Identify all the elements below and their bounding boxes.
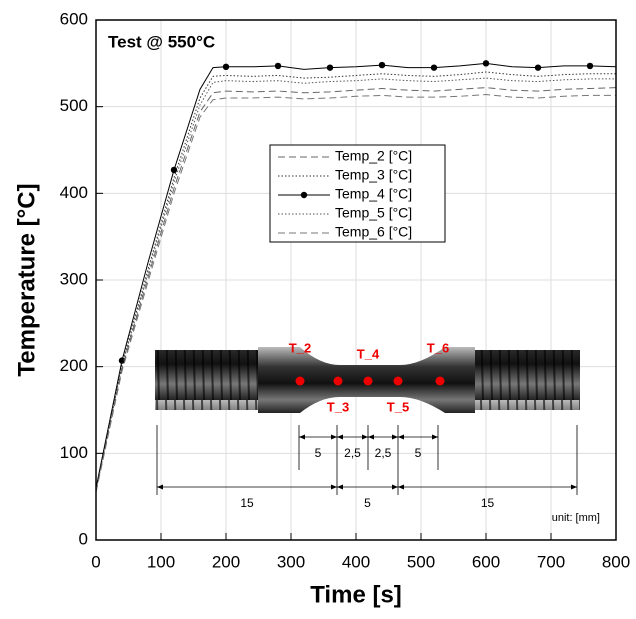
point-marker bbox=[326, 64, 334, 71]
y-tick-label: 300 bbox=[60, 269, 88, 288]
dimension-label: 5 bbox=[315, 446, 322, 460]
dimension-drawing bbox=[156, 425, 578, 495]
point-marker bbox=[274, 62, 282, 70]
x-tick-label: 500 bbox=[407, 552, 435, 571]
x-tick-label: 800 bbox=[602, 552, 630, 571]
sensor-dot bbox=[295, 376, 305, 386]
dimension-label: 5 bbox=[364, 496, 371, 510]
unit-label: unit: [mm] bbox=[552, 512, 600, 524]
y-tick-label: 500 bbox=[60, 96, 88, 115]
point-marker bbox=[118, 357, 126, 364]
point-marker bbox=[586, 62, 594, 70]
y-tick-label: 100 bbox=[60, 443, 88, 462]
legend-label: Temp_5 [°C] bbox=[335, 205, 412, 221]
y-tick-label: 600 bbox=[60, 9, 88, 28]
legend-label: Temp_3 [°C] bbox=[335, 167, 412, 183]
dimension-label: 5 bbox=[415, 446, 422, 460]
series-line bbox=[95, 77, 616, 491]
series-line bbox=[95, 62, 617, 489]
y-tick-label: 0 bbox=[79, 529, 88, 548]
y-axis-label: Temperature [°C] bbox=[13, 183, 40, 376]
x-tick-label: 100 bbox=[147, 552, 175, 571]
point-marker bbox=[534, 64, 542, 71]
legend-box bbox=[269, 144, 446, 243]
grid bbox=[95, 19, 617, 541]
x-axis-label: Time [s] bbox=[310, 581, 402, 608]
x-tick-label: 700 bbox=[537, 552, 565, 571]
y-tick-label: 400 bbox=[60, 183, 88, 202]
point-marker bbox=[222, 63, 230, 70]
annotation: Test @ 550°C bbox=[108, 32, 215, 51]
legend-label: Temp_6 [°C] bbox=[335, 224, 412, 240]
legend-marker bbox=[300, 191, 308, 199]
y-tick-label: 200 bbox=[60, 356, 88, 375]
dimension-label: 2,5 bbox=[344, 446, 361, 460]
series-line bbox=[95, 71, 616, 490]
x-tick-label: 400 bbox=[342, 552, 370, 571]
series-line bbox=[95, 94, 616, 493]
sensor-dot bbox=[363, 376, 373, 386]
point-marker bbox=[170, 166, 178, 174]
sensor-label: T_3 bbox=[327, 399, 349, 414]
point-marker bbox=[378, 61, 386, 69]
specimen-image bbox=[155, 347, 580, 413]
arrowhead bbox=[368, 434, 398, 440]
dimension-label: 15 bbox=[240, 496, 254, 510]
sensor-label: T_6 bbox=[427, 340, 449, 355]
x-tick-label: 600 bbox=[472, 552, 500, 571]
sensor-dot bbox=[435, 376, 445, 386]
series-line bbox=[95, 87, 617, 492]
legend-label: Temp_2 [°C] bbox=[335, 148, 412, 164]
point-marker bbox=[430, 64, 438, 71]
sensor-dot bbox=[393, 376, 403, 386]
sensor-label: T_5 bbox=[387, 399, 409, 414]
legend-label: Temp_4 [°C] bbox=[335, 186, 412, 202]
dimension-label: 2,5 bbox=[375, 446, 392, 460]
x-tick-label: 0 bbox=[91, 552, 100, 571]
x-tick-label: 200 bbox=[212, 552, 240, 571]
sensor-dot bbox=[333, 376, 343, 386]
dimension-label: 15 bbox=[481, 496, 495, 510]
point-marker bbox=[482, 60, 490, 67]
sensor-label: T_4 bbox=[357, 346, 380, 361]
sensor-label: T_2 bbox=[289, 340, 311, 355]
x-tick-label: 300 bbox=[277, 552, 305, 571]
plot-area bbox=[95, 60, 617, 493]
